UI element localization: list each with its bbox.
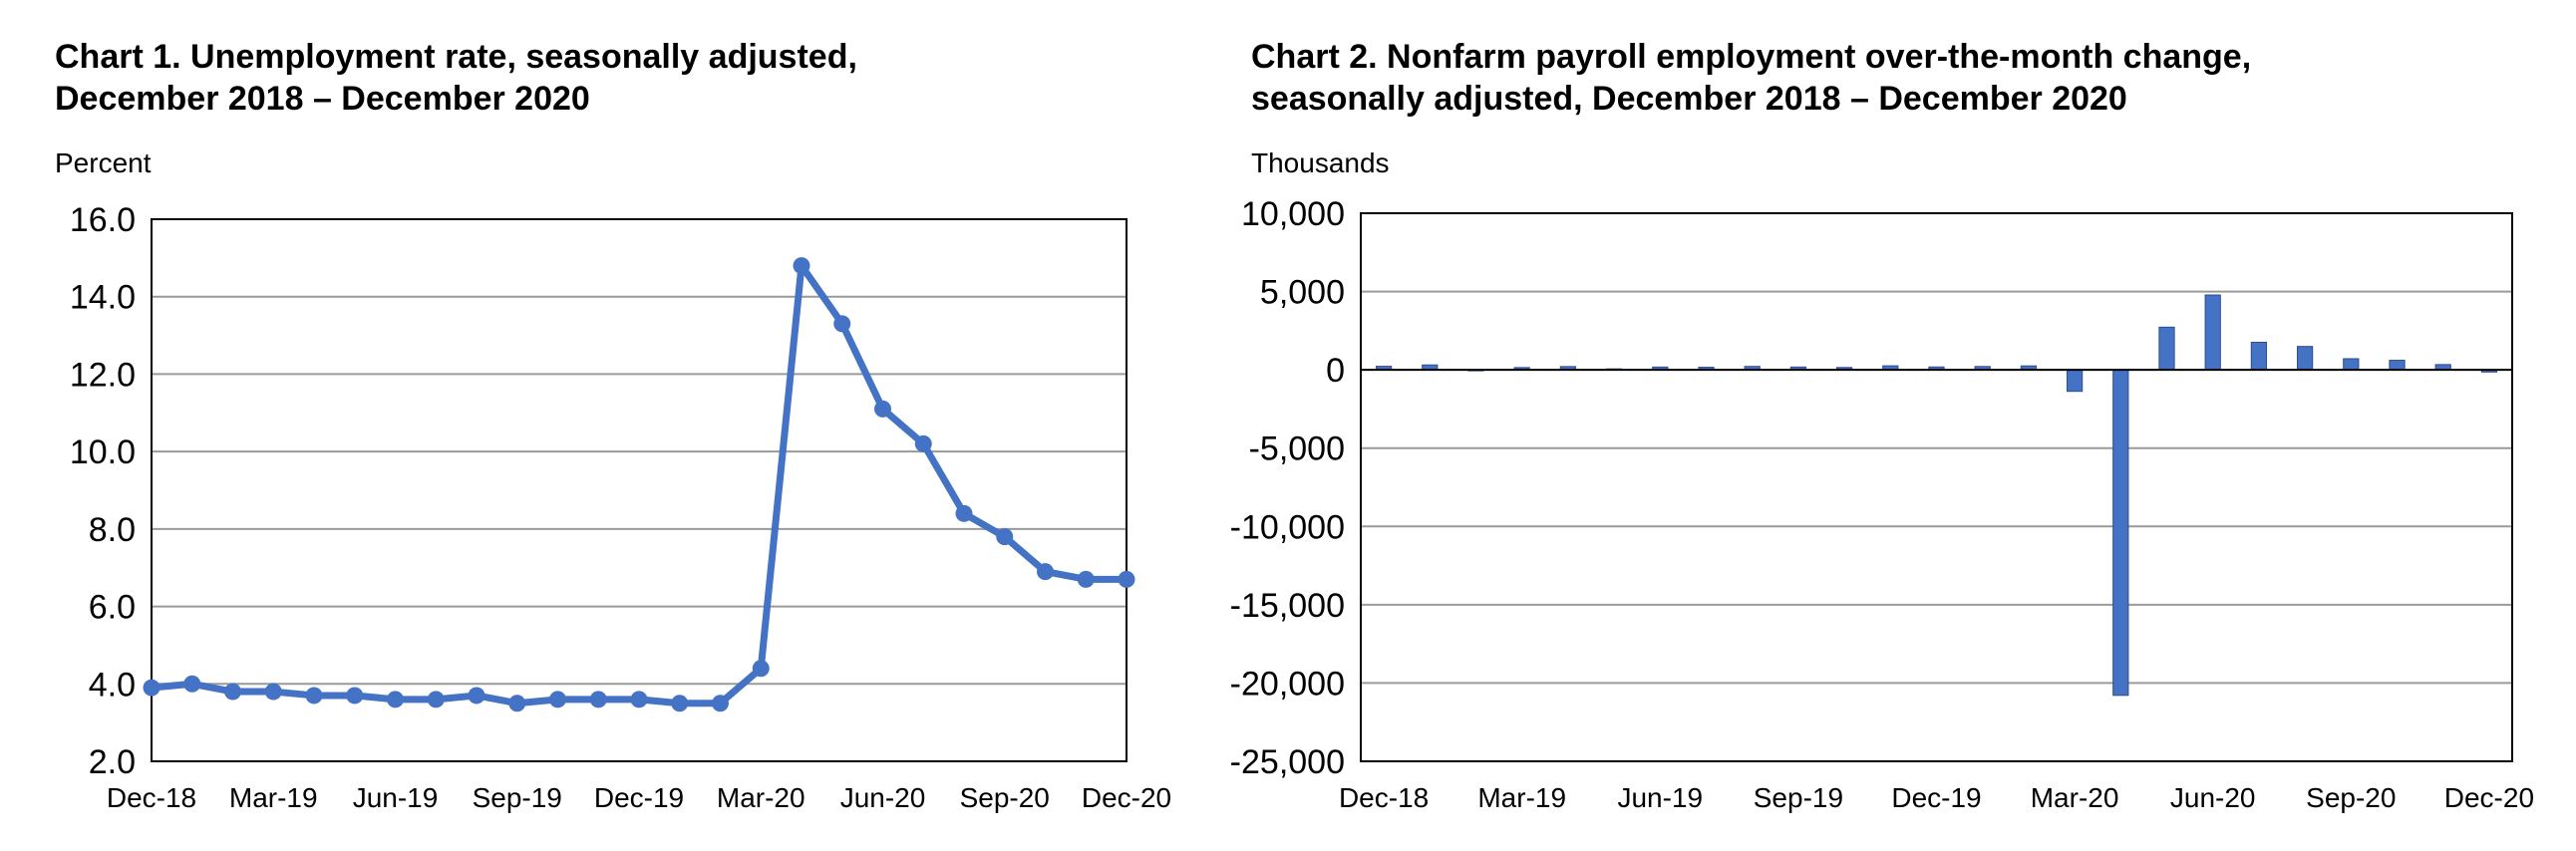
unemployment-rate-point [671, 695, 689, 712]
chart-2-y-tick-label: -15,000 [1230, 587, 1345, 625]
chart-2-title-line-2: seasonally adjusted, December 2018 – Dec… [1251, 80, 2127, 118]
unemployment-rate-point [1118, 570, 1135, 588]
chart-1-title: Chart 1. Unemployment rate, seasonally a… [55, 36, 857, 120]
chart-1-y-tick-label: 2.0 [89, 743, 136, 781]
unemployment-rate-point [264, 683, 282, 701]
unemployment-rate-point [387, 691, 404, 709]
chart-1-y-tick-label: 16.0 [70, 201, 136, 239]
unemployment-rate-point [793, 257, 810, 275]
unemployment-rate-point [874, 400, 891, 418]
payroll-change-bar [2066, 369, 2084, 393]
chart-2-y-tick-label: -10,000 [1230, 508, 1345, 546]
chart-2-x-tick-label: Dec-20 [2444, 782, 2534, 813]
chart-2-y-axis-label: Thousands [1251, 147, 1390, 178]
unemployment-rate-point [752, 660, 770, 678]
chart-2-x-tick-label: Sep-20 [2306, 782, 2396, 813]
chart-2-title-line-1: Chart 2. Nonfarm payroll employment over… [1251, 38, 2252, 76]
chart-2-y-tick-label: -25,000 [1230, 743, 1345, 781]
chart-2-x-tick-label: Jun-19 [1617, 782, 1703, 813]
chart-1-x-tick-label: Mar-19 [229, 782, 318, 813]
chart-1-x-tick-label: Jun-20 [840, 782, 926, 813]
chart-2-y-tick-label: 5,000 [1260, 274, 1345, 312]
payroll-change-bar [2250, 341, 2268, 371]
unemployment-rate-point [183, 675, 201, 693]
chart-1-y-axis-label: Percent [55, 147, 152, 178]
chart-2-x-tick-label: Sep-19 [1754, 782, 1843, 813]
chart-2-x-tick-label: Dec-18 [1339, 782, 1429, 813]
unemployment-rate-point [508, 695, 526, 712]
chart-1-title-line-1: Chart 1. Unemployment rate, seasonally a… [55, 38, 857, 76]
chart-1-x-tick-label: Sep-19 [473, 782, 562, 813]
chart-1-x-tick-label: Sep-20 [960, 782, 1050, 813]
payroll-change-bar [2389, 360, 2406, 371]
chart-1-y-tick-label: 8.0 [89, 511, 136, 549]
chart-1-y-tick-label: 6.0 [89, 589, 136, 627]
unemployment-rate-series-line [151, 262, 1127, 708]
chart-2-y-tick-label: 10,000 [1241, 195, 1345, 233]
chart-2-title: Chart 2. Nonfarm payroll employment over… [1251, 36, 2251, 120]
chart-2-x-tick-label: Mar-19 [1477, 782, 1566, 813]
unemployment-chart-panel: Chart 1. Unemployment rate, seasonally a… [0, 0, 1196, 851]
payroll-change-bar [2158, 326, 2175, 371]
unemployment-rate-point [955, 504, 973, 522]
chart-1-x-tick-label: Dec-18 [107, 782, 196, 813]
chart-1-x-tick-label: Dec-20 [1082, 782, 1171, 813]
chart-2-y-tick-label: 0 [1326, 352, 1345, 390]
chart-1-plot-frame [151, 218, 1127, 762]
unemployment-rate-point [1077, 570, 1095, 588]
chart-1-y-tick-label: 10.0 [70, 433, 136, 471]
chart-1-x-tick-label: Jun-19 [353, 782, 439, 813]
chart-1-y-tick-label: 14.0 [70, 279, 136, 317]
payroll-chart-panel: Chart 2. Nonfarm payroll employment over… [1196, 0, 2576, 851]
chart-2-x-tick-label: Jun-20 [2170, 782, 2256, 813]
unemployment-rate-point [630, 691, 648, 709]
unemployment-rate-point [914, 434, 932, 452]
payroll-change-bar [2343, 358, 2360, 371]
chart-2-x-tick-label: Dec-19 [1891, 782, 1981, 813]
unemployment-rate-point [305, 687, 323, 705]
chart-1-x-tick-label: Mar-20 [717, 782, 805, 813]
chart-1-y-tick-label: 12.0 [70, 356, 136, 394]
payroll-change-bar-chart: 10,000 5,000 0 -5,000 -10,000 -15,000 -20,000 -… [1230, 195, 2534, 813]
unemployment-rate-point [346, 687, 364, 705]
chart-1-title-line-2: December 2018 – December 2020 [55, 80, 590, 118]
payroll-change-bar [2296, 346, 2314, 371]
unemployment-rate-point [833, 315, 851, 333]
unemployment-rate-point [224, 683, 241, 701]
chart-2-y-tick-label: -5,000 [1249, 430, 1345, 468]
unemployment-rate-point [712, 695, 729, 712]
chart-2-x-tick-label: Mar-20 [2031, 782, 2119, 813]
payroll-change-bar [2112, 369, 2129, 697]
chart-2-y-tick-label: -20,000 [1230, 665, 1345, 703]
chart-1-x-tick-label: Dec-19 [594, 782, 684, 813]
unemployment-rate-point [468, 687, 485, 705]
unemployment-rate-point [589, 691, 607, 709]
unemployment-rate-point [143, 679, 161, 697]
chart-2-plot-frame [1360, 212, 2513, 762]
unemployment-rate-point [427, 691, 445, 709]
chart-1-y-tick-label: 4.0 [89, 666, 136, 704]
unemployment-rate-point [549, 691, 566, 709]
payroll-change-bar [2204, 294, 2221, 371]
unemployment-rate-point [1037, 563, 1054, 581]
unemployment-rate-point [996, 528, 1014, 546]
